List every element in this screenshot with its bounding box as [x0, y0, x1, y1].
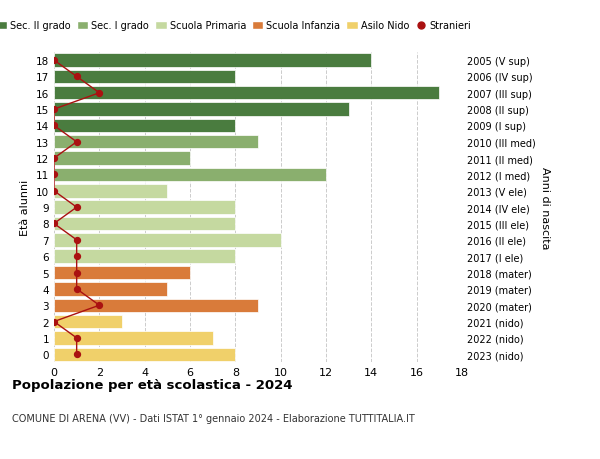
- Point: [72, 253, 82, 260]
- Point: [49, 220, 59, 228]
- Bar: [54, 331, 212, 345]
- Y-axis label: Anni di nascita: Anni di nascita: [539, 167, 550, 249]
- Bar: [54, 283, 167, 296]
- Bar: [54, 266, 190, 280]
- Point: [95, 302, 104, 309]
- Text: COMUNE DI ARENA (VV) - Dati ISTAT 1° gennaio 2024 - Elaborazione TUTTITALIA.IT: COMUNE DI ARENA (VV) - Dati ISTAT 1° gen…: [12, 413, 415, 423]
- Point: [72, 237, 82, 244]
- Point: [72, 335, 82, 342]
- Bar: [54, 299, 258, 312]
- Point: [49, 123, 59, 130]
- Bar: [54, 71, 235, 84]
- Point: [72, 73, 82, 81]
- Bar: [54, 168, 326, 182]
- Bar: [54, 315, 122, 329]
- Bar: [54, 136, 258, 149]
- Y-axis label: Età alunni: Età alunni: [20, 179, 31, 236]
- Bar: [54, 87, 439, 100]
- Bar: [54, 217, 235, 231]
- Bar: [54, 54, 371, 67]
- Point: [49, 171, 59, 179]
- Bar: [54, 250, 235, 263]
- Point: [72, 269, 82, 277]
- Bar: [54, 152, 190, 165]
- Bar: [54, 234, 281, 247]
- Point: [49, 106, 59, 113]
- Point: [49, 188, 59, 195]
- Bar: [54, 201, 235, 214]
- Bar: [54, 119, 235, 133]
- Bar: [54, 348, 235, 361]
- Point: [72, 285, 82, 293]
- Point: [72, 351, 82, 358]
- Text: Popolazione per età scolastica - 2024: Popolazione per età scolastica - 2024: [12, 379, 293, 392]
- Point: [95, 90, 104, 97]
- Point: [72, 139, 82, 146]
- Bar: [54, 103, 349, 117]
- Point: [49, 57, 59, 65]
- Point: [49, 155, 59, 162]
- Point: [72, 204, 82, 211]
- Legend: Sec. II grado, Sec. I grado, Scuola Primaria, Scuola Infanzia, Asilo Nido, Stran: Sec. II grado, Sec. I grado, Scuola Prim…: [0, 17, 475, 35]
- Bar: [54, 185, 167, 198]
- Point: [49, 318, 59, 325]
